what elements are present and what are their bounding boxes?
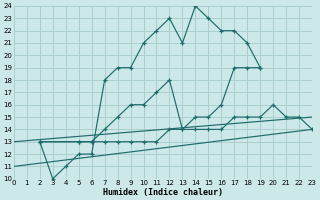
X-axis label: Humidex (Indice chaleur): Humidex (Indice chaleur) <box>103 188 223 197</box>
